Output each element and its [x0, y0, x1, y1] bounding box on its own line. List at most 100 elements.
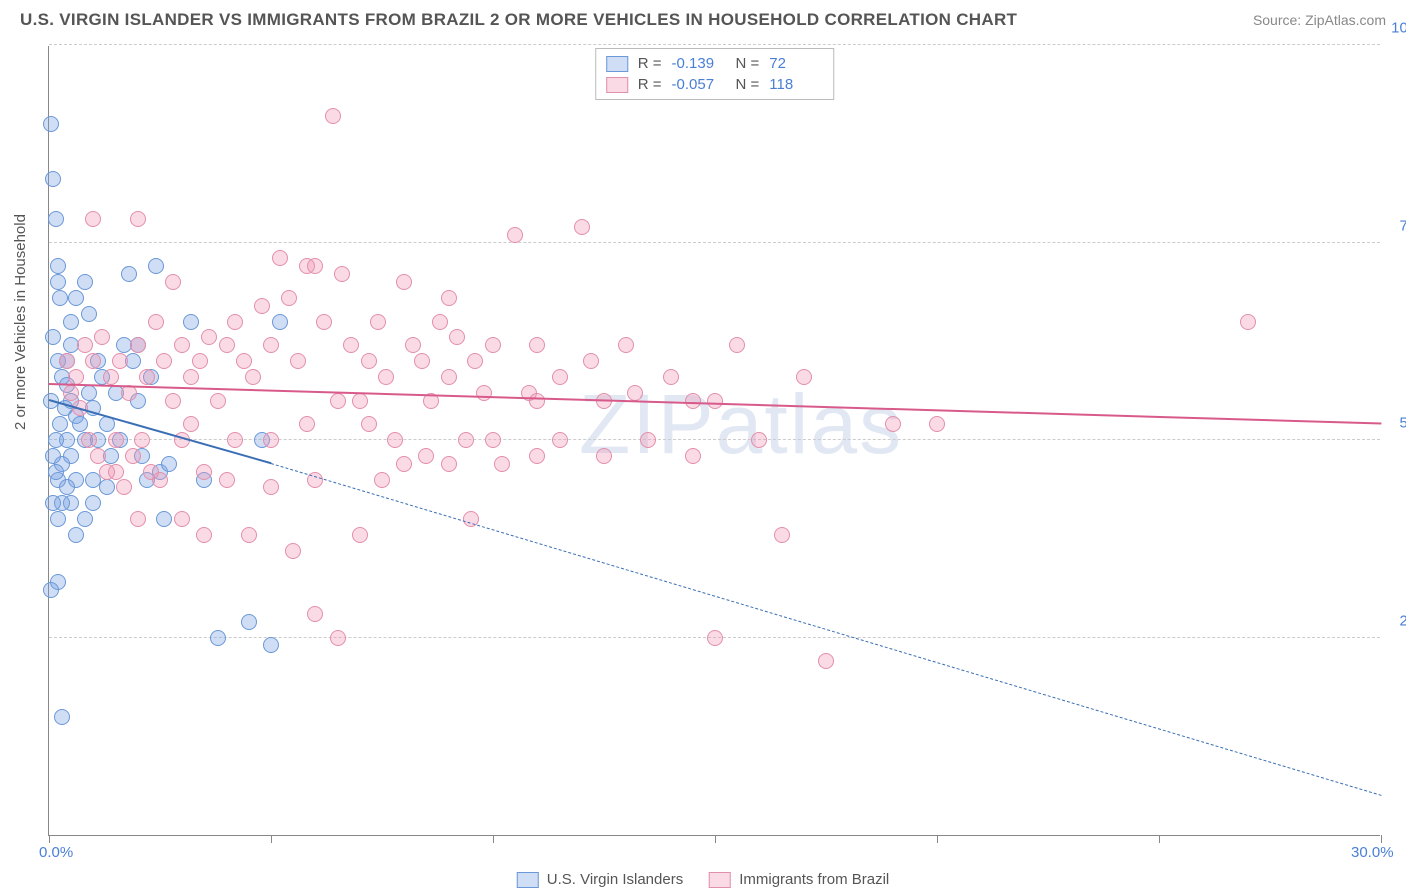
data-point — [63, 385, 79, 401]
data-point — [156, 353, 172, 369]
data-point — [396, 274, 412, 290]
data-point — [441, 290, 457, 306]
data-point — [108, 432, 124, 448]
data-point — [103, 369, 119, 385]
data-point — [485, 337, 501, 353]
data-point — [685, 393, 701, 409]
data-point — [161, 456, 177, 472]
legend-n-label: N = — [736, 76, 760, 93]
data-point — [81, 432, 97, 448]
data-point — [45, 171, 61, 187]
data-point — [405, 337, 421, 353]
legend-r-value: -0.139 — [672, 55, 726, 72]
data-point — [494, 456, 510, 472]
data-point — [68, 290, 84, 306]
data-point — [263, 432, 279, 448]
data-point — [640, 432, 656, 448]
data-point — [94, 329, 110, 345]
data-point — [529, 393, 545, 409]
data-point — [707, 393, 723, 409]
data-point — [183, 314, 199, 330]
x-tick — [493, 835, 494, 843]
data-point — [227, 432, 243, 448]
x-tick — [937, 835, 938, 843]
legend-row: R =-0.139N =72 — [606, 53, 824, 74]
data-point — [99, 464, 115, 480]
legend-item: U.S. Virgin Islanders — [517, 871, 683, 888]
x-tick-label: 30.0% — [1351, 844, 1394, 861]
data-point — [334, 266, 350, 282]
data-point — [45, 495, 61, 511]
data-point — [885, 416, 901, 432]
data-point — [325, 108, 341, 124]
data-point — [263, 337, 279, 353]
data-point — [48, 211, 64, 227]
data-point — [441, 369, 457, 385]
legend-series-name: Immigrants from Brazil — [739, 871, 889, 888]
data-point — [263, 479, 279, 495]
x-tick — [715, 835, 716, 843]
legend-swatch — [606, 56, 628, 72]
data-point — [201, 329, 217, 345]
data-point — [307, 606, 323, 622]
data-point — [219, 337, 235, 353]
data-point — [330, 393, 346, 409]
data-point — [290, 353, 306, 369]
data-point — [68, 527, 84, 543]
data-point — [165, 393, 181, 409]
data-point — [134, 432, 150, 448]
data-point — [370, 314, 386, 330]
data-point — [396, 456, 412, 472]
data-point — [818, 653, 834, 669]
data-point — [81, 306, 97, 322]
data-point — [476, 385, 492, 401]
data-point — [227, 314, 243, 330]
data-point — [441, 456, 457, 472]
x-tick — [1381, 835, 1382, 843]
data-point — [707, 630, 723, 646]
data-point — [139, 369, 155, 385]
data-point — [183, 416, 199, 432]
data-point — [432, 314, 448, 330]
data-point — [352, 527, 368, 543]
data-point — [316, 314, 332, 330]
data-point — [90, 448, 106, 464]
legend-r-label: R = — [638, 55, 662, 72]
data-point — [63, 314, 79, 330]
data-point — [663, 369, 679, 385]
legend-r-value: -0.057 — [672, 76, 726, 93]
data-point — [59, 479, 75, 495]
data-point — [50, 274, 66, 290]
legend-row: R =-0.057N =118 — [606, 74, 824, 95]
data-point — [130, 337, 146, 353]
y-tick-label: 25.0% — [1399, 612, 1406, 629]
data-point — [116, 479, 132, 495]
chart-title: U.S. VIRGIN ISLANDER VS IMMIGRANTS FROM … — [20, 10, 1017, 30]
data-point — [467, 353, 483, 369]
data-point — [112, 353, 128, 369]
data-point — [54, 709, 70, 725]
data-point — [165, 274, 181, 290]
data-point — [285, 543, 301, 559]
data-point — [196, 464, 212, 480]
data-point — [387, 432, 403, 448]
data-point — [85, 353, 101, 369]
y-tick-label: 75.0% — [1399, 217, 1406, 234]
legend-swatch — [517, 872, 539, 888]
trend-line — [49, 383, 1381, 424]
data-point — [307, 258, 323, 274]
data-point — [378, 369, 394, 385]
data-point — [143, 464, 159, 480]
x-tick-label: 0.0% — [39, 844, 73, 861]
data-point — [52, 290, 68, 306]
data-point — [241, 527, 257, 543]
legend-item: Immigrants from Brazil — [709, 871, 889, 888]
data-point — [130, 511, 146, 527]
data-point — [121, 266, 137, 282]
data-point — [796, 369, 812, 385]
data-point — [374, 472, 390, 488]
data-point — [236, 353, 252, 369]
data-point — [627, 385, 643, 401]
data-point — [43, 582, 59, 598]
gridline — [49, 44, 1380, 45]
